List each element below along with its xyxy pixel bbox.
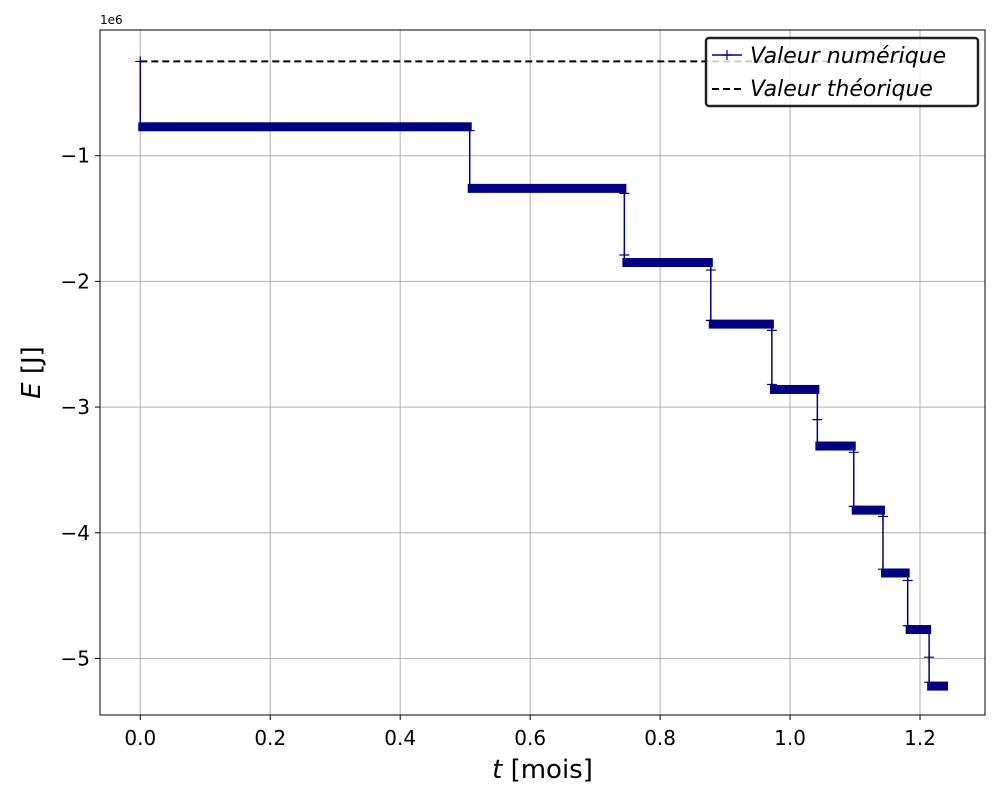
grid-lines: [100, 30, 985, 715]
transition-marker: [766, 325, 777, 336]
y-axis-label: E [J]: [17, 346, 47, 399]
plateau-marker-band: [851, 505, 885, 515]
legend-label-theoretical: Valeur théorique: [750, 77, 933, 102]
legend-label-numeric: Valeur numérique: [750, 44, 946, 69]
plateau-marker-band: [815, 441, 856, 451]
legend-box: [704, 36, 980, 108]
y-axis-ticks: −1 −2 −3 −4 −5: [61, 144, 100, 670]
x-tick-label: 0.2: [254, 726, 286, 750]
transition-marker: [848, 501, 859, 512]
transition-marker: [705, 315, 716, 326]
x-tick-label: 0.6: [514, 726, 546, 750]
x-tick-label: 0.0: [124, 726, 156, 750]
transition-marker: [619, 249, 630, 260]
plateau-marker-band: [905, 625, 932, 635]
legend: Valeur numérique Valeur théorique: [704, 36, 980, 108]
y-tick-label: −1: [61, 144, 90, 168]
transition-marker: [877, 511, 888, 522]
x-axis-unit: [mois]: [511, 755, 593, 785]
x-tick-label: 0.8: [644, 726, 676, 750]
transition-marker: [705, 265, 716, 276]
y-axis-spacer: [17, 374, 47, 382]
transition-marker: [877, 564, 888, 575]
legend-marker-numeric: [722, 50, 732, 60]
transition-marker: [848, 447, 859, 458]
x-tick-label: 1.0: [774, 726, 806, 750]
plateau-marker-band: [138, 122, 472, 132]
x-tick-label: 1.2: [904, 726, 936, 750]
transition-marker: [902, 620, 913, 631]
transition-marker: [924, 677, 935, 688]
x-tick-label: 0.4: [384, 726, 416, 750]
axes-frame: [99, 29, 986, 716]
y-tick-label: −5: [61, 646, 90, 670]
transition-marker: [766, 379, 777, 390]
plateau-marker-band: [927, 681, 949, 691]
plateau-marker-band: [467, 183, 627, 193]
y-axis-offset-text: 1e6: [100, 13, 123, 27]
y-axis-unit: [J]: [17, 346, 47, 374]
transition-marker: [812, 414, 823, 425]
x-axis-spacer: [502, 755, 510, 785]
x-axis-ticks: 0.0 0.2 0.4 0.6 0.8 1.0 1.2: [124, 715, 936, 750]
y-tick-label: −4: [61, 521, 90, 545]
y-tick-label: −2: [61, 269, 90, 293]
plateau-marker-band: [708, 319, 774, 329]
y-axis-variable: E: [17, 382, 47, 399]
y-tick-label: −3: [61, 395, 90, 419]
x-axis-label: t [mois]: [492, 755, 593, 785]
transition-marker: [619, 188, 630, 199]
x-axis-variable: t: [492, 755, 503, 785]
transition-marker: [902, 575, 913, 586]
transition-marker: [924, 652, 935, 663]
plateau-marker-band: [769, 384, 820, 394]
plateau-marker-band: [622, 258, 713, 268]
plateau-marker-band: [880, 568, 910, 578]
transition-marker: [464, 125, 475, 136]
transition-marker: [135, 56, 146, 67]
